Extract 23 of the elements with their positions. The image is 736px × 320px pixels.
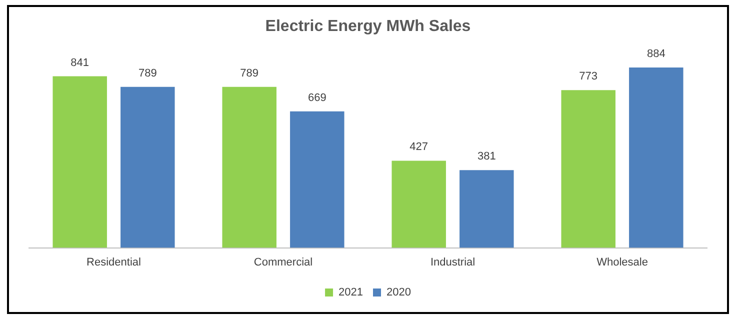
bar — [120, 86, 175, 248]
bar — [392, 160, 446, 248]
bar — [460, 170, 514, 248]
x-tick-label: Wholesale — [596, 256, 648, 268]
data-label: 669 — [308, 92, 326, 104]
bar — [290, 111, 344, 248]
data-label: 381 — [477, 150, 496, 163]
legend-label: 2021 — [338, 286, 364, 299]
data-label: 427 — [410, 141, 428, 154]
bar — [629, 67, 684, 248]
bar — [561, 90, 616, 248]
x-tick-label: Industrial — [430, 256, 476, 268]
bar — [52, 76, 107, 248]
chart-title: Electric Energy MWh Sales — [265, 18, 471, 36]
data-label: 884 — [646, 48, 666, 60]
data-label: 841 — [70, 56, 90, 69]
x-tick-label: Commercial — [254, 256, 313, 268]
bar — [222, 86, 276, 248]
legend-label: 2020 — [386, 286, 411, 299]
data-label: 789 — [240, 67, 259, 80]
data-label: 789 — [138, 67, 157, 80]
data-label: 773 — [579, 70, 598, 83]
x-tick-label: Residential — [86, 256, 141, 268]
